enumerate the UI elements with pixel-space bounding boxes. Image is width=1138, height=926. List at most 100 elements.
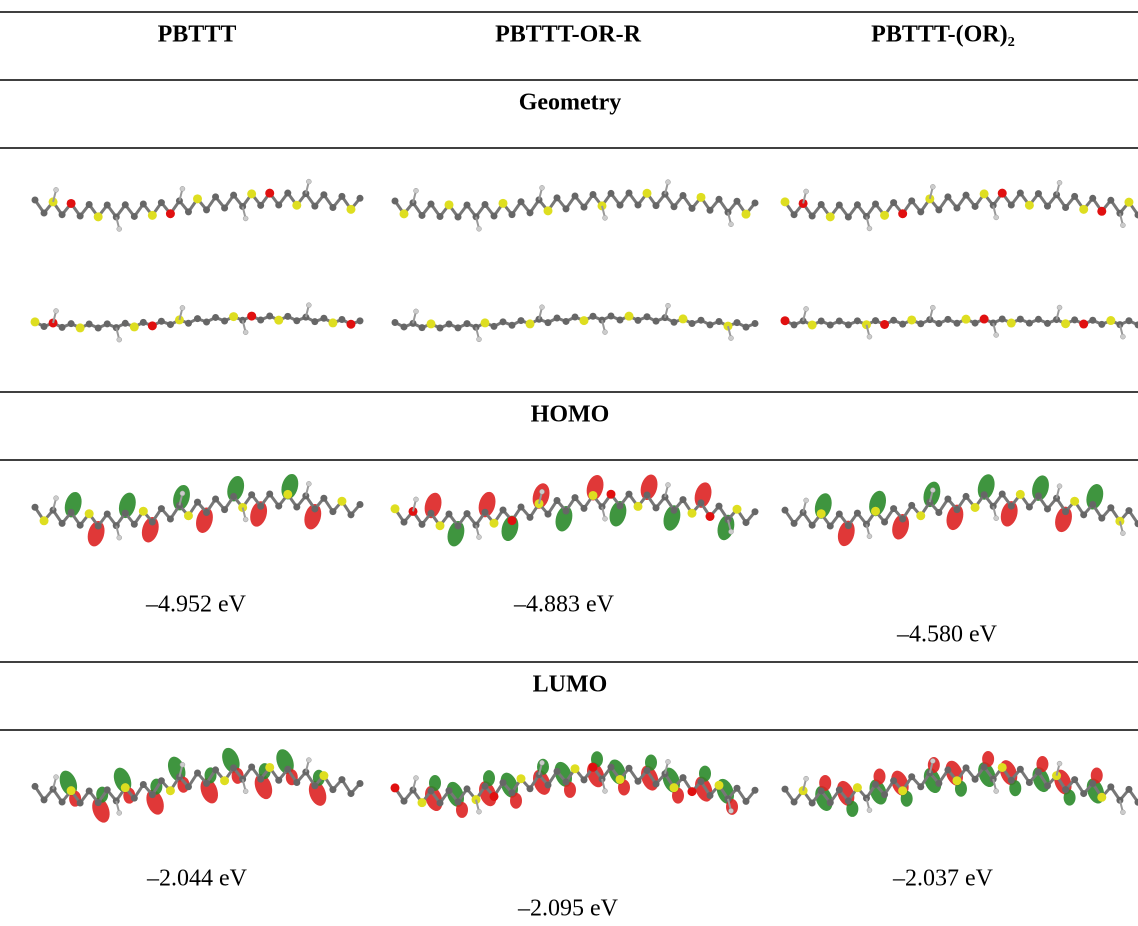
atom <box>320 315 327 322</box>
atom <box>221 204 228 211</box>
atom <box>148 211 157 220</box>
atom <box>688 509 697 518</box>
atom <box>581 204 588 211</box>
atom <box>32 504 39 511</box>
atom <box>477 226 482 231</box>
atom <box>698 778 705 785</box>
atom <box>283 490 292 499</box>
atom <box>414 188 419 193</box>
atom <box>167 321 174 328</box>
atom <box>1044 782 1051 789</box>
atom <box>1017 316 1024 323</box>
section-title: LUMO <box>533 672 608 698</box>
atom <box>818 787 825 794</box>
atom <box>464 785 471 792</box>
atom <box>1025 201 1034 210</box>
atom <box>1120 531 1125 536</box>
atom <box>540 185 545 190</box>
atom <box>117 810 122 815</box>
atom <box>230 192 237 199</box>
atom <box>392 197 399 204</box>
atom <box>907 315 916 324</box>
atom <box>243 330 248 335</box>
atom <box>953 506 960 513</box>
atom <box>59 324 66 331</box>
atom <box>1008 503 1015 510</box>
section-title: HOMO <box>531 402 610 428</box>
atom <box>499 199 508 208</box>
atom <box>180 186 185 191</box>
atom <box>131 795 138 802</box>
atom <box>509 789 516 796</box>
atom <box>477 337 482 342</box>
atom <box>971 503 980 512</box>
atom <box>131 213 138 220</box>
atom <box>482 509 489 516</box>
atom <box>1007 319 1016 328</box>
atom <box>845 797 852 804</box>
atom <box>698 499 705 506</box>
atom <box>930 305 935 310</box>
atom <box>836 317 843 324</box>
atom <box>166 209 175 218</box>
atom <box>680 496 687 503</box>
atom <box>122 510 129 517</box>
atom <box>999 316 1006 323</box>
atom <box>221 506 228 513</box>
atom <box>94 212 103 221</box>
molecule-images <box>31 179 1138 825</box>
atom <box>972 203 979 210</box>
atom <box>401 798 408 805</box>
atom <box>121 783 130 792</box>
atom <box>436 521 445 530</box>
atom <box>1080 511 1087 518</box>
atom <box>428 787 435 794</box>
atom <box>221 317 228 324</box>
atom <box>418 798 427 807</box>
atom <box>194 769 201 776</box>
atom <box>1017 190 1024 197</box>
atom <box>59 520 66 527</box>
atom <box>752 320 759 327</box>
atom <box>752 199 759 206</box>
atom <box>464 510 471 517</box>
atom <box>671 319 678 326</box>
atom <box>867 334 872 339</box>
atom <box>689 205 696 212</box>
atom <box>930 758 935 763</box>
atom <box>527 785 534 792</box>
atom <box>158 318 165 325</box>
atom <box>455 213 462 220</box>
table: PBTTT PBTTT-OR-R PBTTT-(OR)₂ Geometry HO… <box>0 0 1138 926</box>
atom <box>257 503 264 510</box>
atom <box>428 201 435 208</box>
atom <box>1026 320 1033 327</box>
atom <box>635 317 642 324</box>
atom <box>952 776 961 785</box>
atom <box>1070 497 1079 506</box>
atom <box>41 796 48 803</box>
atom <box>41 323 48 330</box>
atom <box>653 202 660 209</box>
atom <box>999 491 1006 498</box>
atom <box>220 776 229 785</box>
atom <box>827 522 834 529</box>
atom <box>482 783 489 790</box>
atom <box>1062 204 1069 211</box>
atom <box>247 189 256 198</box>
atom <box>1098 321 1105 328</box>
atom <box>77 799 84 806</box>
atom <box>603 215 608 220</box>
atom <box>804 498 809 503</box>
atom <box>617 317 624 324</box>
atom <box>899 321 906 328</box>
atom <box>117 226 122 231</box>
atom <box>872 200 879 207</box>
atom <box>203 509 210 516</box>
atom <box>935 206 942 213</box>
atom <box>666 180 671 185</box>
atom <box>729 336 734 341</box>
atom <box>446 787 453 794</box>
column-header: PBTTT-OR-R <box>495 22 641 48</box>
atom <box>414 309 419 314</box>
